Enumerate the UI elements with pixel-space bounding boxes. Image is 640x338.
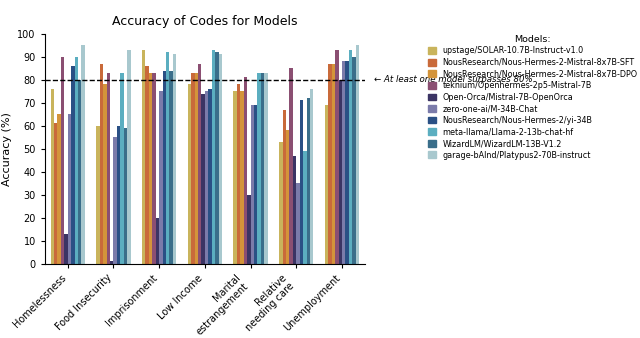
Bar — [279, 142, 282, 264]
Bar — [159, 91, 163, 264]
Bar — [110, 261, 113, 264]
Bar — [261, 73, 264, 264]
Bar — [61, 57, 64, 264]
Bar — [127, 50, 131, 264]
Bar — [156, 218, 159, 264]
Bar — [339, 80, 342, 264]
Bar — [254, 105, 257, 264]
Bar — [234, 91, 237, 264]
Bar — [145, 66, 149, 264]
Bar — [300, 100, 303, 264]
Bar — [54, 123, 58, 264]
Bar — [188, 84, 191, 264]
Bar — [191, 73, 195, 264]
Bar — [240, 91, 244, 264]
Bar — [103, 84, 106, 264]
Bar — [64, 234, 68, 264]
Bar — [212, 50, 215, 264]
Bar — [205, 91, 208, 264]
Y-axis label: Accuracy (%): Accuracy (%) — [2, 112, 12, 186]
Bar — [202, 94, 205, 264]
Bar — [325, 105, 328, 264]
Bar — [352, 57, 356, 264]
Legend: upstage/SOLAR-10.7B-Instruct-v1.0, NousResearch/Nous-Hermes-2-Mistral-8x7B-SFT, : upstage/SOLAR-10.7B-Instruct-v1.0, NousR… — [426, 33, 639, 161]
Bar — [170, 71, 173, 264]
Bar — [349, 50, 352, 264]
Bar — [51, 89, 54, 264]
Bar — [356, 45, 359, 264]
Bar — [296, 183, 300, 264]
Bar — [328, 64, 332, 264]
Bar — [100, 64, 103, 264]
Bar — [74, 57, 78, 264]
Bar — [173, 54, 176, 264]
Text: ← At least one model surpasses 80%: ← At least one model surpasses 80% — [374, 75, 533, 84]
Bar — [113, 137, 117, 264]
Bar — [68, 114, 71, 264]
Bar — [166, 52, 170, 264]
Bar — [152, 73, 156, 264]
Bar — [163, 71, 166, 264]
Bar — [117, 126, 120, 264]
Bar — [282, 110, 286, 264]
Bar — [264, 73, 268, 264]
Bar — [215, 52, 218, 264]
Bar — [257, 73, 261, 264]
Bar — [58, 114, 61, 264]
Bar — [250, 105, 254, 264]
Bar — [307, 98, 310, 264]
Bar — [286, 130, 289, 264]
Bar — [149, 73, 152, 264]
Bar — [120, 73, 124, 264]
Bar — [237, 84, 240, 264]
Bar — [81, 45, 85, 264]
Bar — [247, 195, 250, 264]
Bar — [244, 77, 247, 264]
Bar — [332, 64, 335, 264]
Bar — [96, 126, 100, 264]
Bar — [346, 62, 349, 264]
Bar — [335, 50, 339, 264]
Bar — [198, 64, 202, 264]
Bar — [142, 50, 145, 264]
Bar — [71, 66, 74, 264]
Bar — [195, 73, 198, 264]
Title: Accuracy of Codes for Models: Accuracy of Codes for Models — [112, 16, 298, 28]
Bar — [124, 128, 127, 264]
Bar — [342, 62, 346, 264]
Bar — [106, 73, 110, 264]
Bar — [289, 68, 293, 264]
Bar — [303, 151, 307, 264]
Bar — [310, 89, 314, 264]
Bar — [218, 54, 222, 264]
Bar — [208, 89, 212, 264]
Bar — [293, 155, 296, 264]
Bar — [78, 80, 81, 264]
